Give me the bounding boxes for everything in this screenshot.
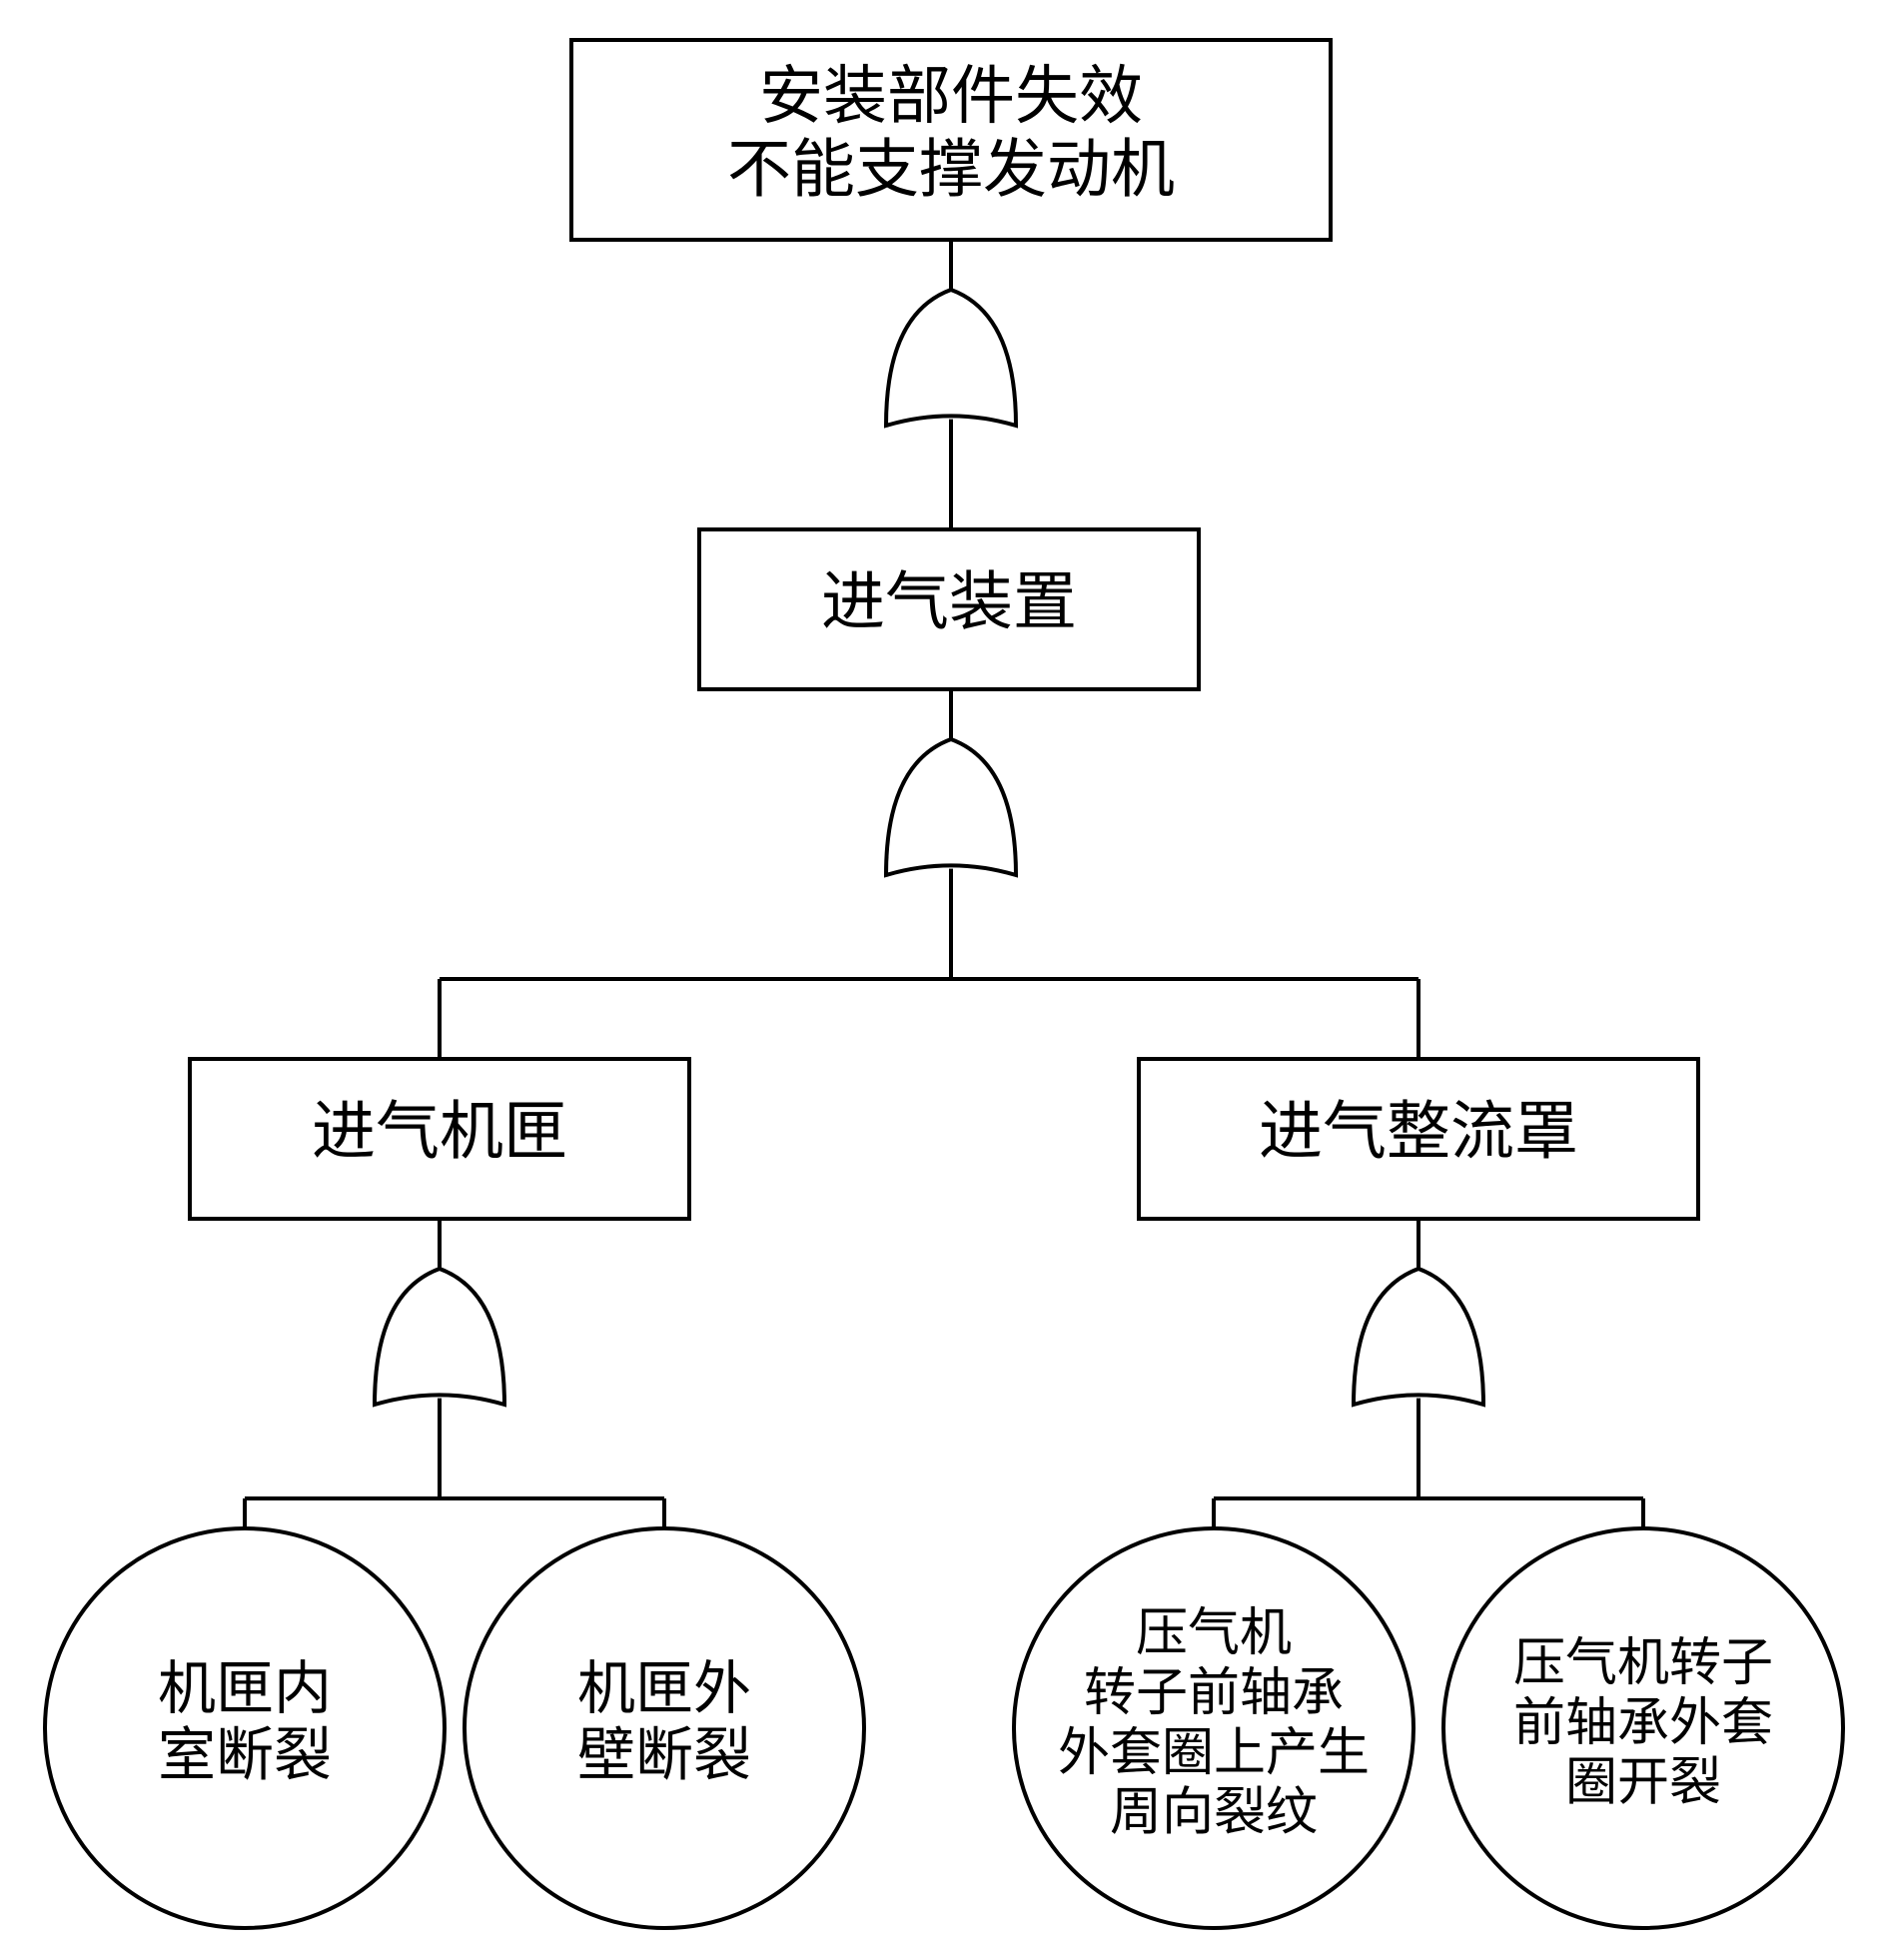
- node-label: 压气机转子: [1513, 1635, 1773, 1692]
- node-label: 外套圈上产生: [1058, 1725, 1370, 1782]
- node-label: 进气整流罩: [1259, 1097, 1578, 1168]
- node-label: 不能支撑发动机: [727, 134, 1175, 205]
- node-label: 前轴承外套: [1513, 1695, 1773, 1752]
- fault-tree-diagram: 安装部件失效不能支撑发动机进气装置进气机匣 进气整流罩机匣内室断裂 机匣外壁断裂 压气…: [0, 0, 1887, 1960]
- node-label: 周向裂纹: [1110, 1785, 1318, 1842]
- or-gate-gate_right: [1354, 1269, 1483, 1405]
- or-gate-gate_left: [375, 1269, 504, 1405]
- node-label: 进气装置: [821, 567, 1077, 638]
- or-gate-gate_top: [886, 290, 1016, 426]
- node-label: 安装部件失效: [759, 61, 1143, 132]
- node-label: 机匣内: [158, 1656, 332, 1721]
- or-gate-gate_mid: [886, 739, 1016, 875]
- node-label: 机匣外: [577, 1656, 751, 1721]
- node-label: 进气机匣: [312, 1097, 567, 1168]
- node-label: 室断裂: [158, 1723, 332, 1788]
- node-label: 壁断裂: [577, 1723, 751, 1788]
- node-label: 转子前轴承: [1084, 1665, 1344, 1722]
- node-label: 压气机: [1136, 1605, 1292, 1662]
- node-label: 圈开裂: [1565, 1755, 1721, 1812]
